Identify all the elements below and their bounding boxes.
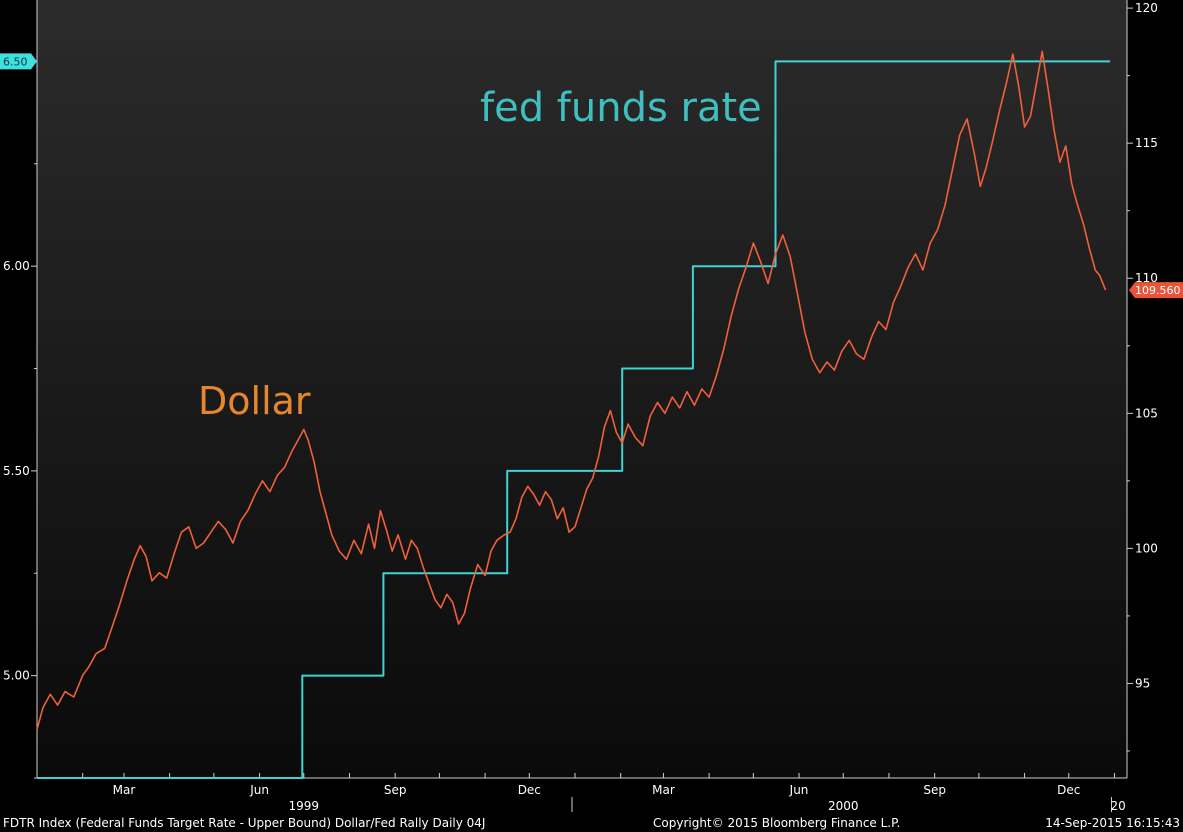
dollar-badge-label: 109.560 [1135,284,1181,297]
plot-background [37,0,1127,778]
x-axis: Mar Jun Sep Dec Mar Jun Sep Dec 1999 2000 20 [36,773,1126,813]
right-tick-label: 95 [1135,676,1150,690]
dollar-badge [1129,282,1183,299]
x-year-label: 2000 [828,799,859,813]
left-tick-label: 5.00 [3,669,30,683]
footer-index-description: FDTR Index (Federal Funds Target Rate - … [3,816,486,830]
annotation-dollar: Dollar [198,379,311,423]
x-year-label: 20 [1110,799,1125,813]
left-axis: 5.00 5.50 6.00 [3,163,37,779]
right-axis: 95 100 105 110 115 120 [1127,1,1158,752]
right-tick-label: 100 [1135,541,1158,555]
x-month-label: Mar [652,783,675,797]
dollar-line [36,50,1107,730]
left-tick-label: 5.50 [3,464,30,478]
right-tick-label: 120 [1135,1,1158,15]
fed-rate-badge [0,53,37,70]
footer-copyright: Copyright© 2015 Bloomberg Finance L.P. [653,816,901,830]
series-layer [36,50,1111,779]
x-month-label: Dec [1057,783,1080,797]
fed-rate-badge-label: 6.50 [3,55,28,68]
annotation-fed-funds-rate: fed funds rate [480,85,762,131]
right-tick-label: 110 [1135,271,1158,285]
x-month-label: Sep [384,783,407,797]
x-month-label: Jun [789,783,809,797]
x-month-label: Sep [923,783,946,797]
x-month-label: Mar [113,783,136,797]
chart: 5.00 5.50 6.00 95 100 105 110 115 120 Mar Jun Sep… [0,0,1183,813]
footer-timestamp: 14-Sep-2015 16:15:43 [1045,816,1180,830]
x-year-label: 1999 [289,799,320,813]
right-tick-label: 105 [1135,406,1158,420]
footer-bar: FDTR Index (Federal Funds Target Rate - … [0,814,1183,832]
value-badges: 6.50 109.560 [0,53,1183,299]
x-month-label: Dec [518,783,541,797]
left-tick-label: 6.00 [3,259,30,273]
right-tick-label: 115 [1135,136,1158,150]
x-month-label: Jun [249,783,269,797]
